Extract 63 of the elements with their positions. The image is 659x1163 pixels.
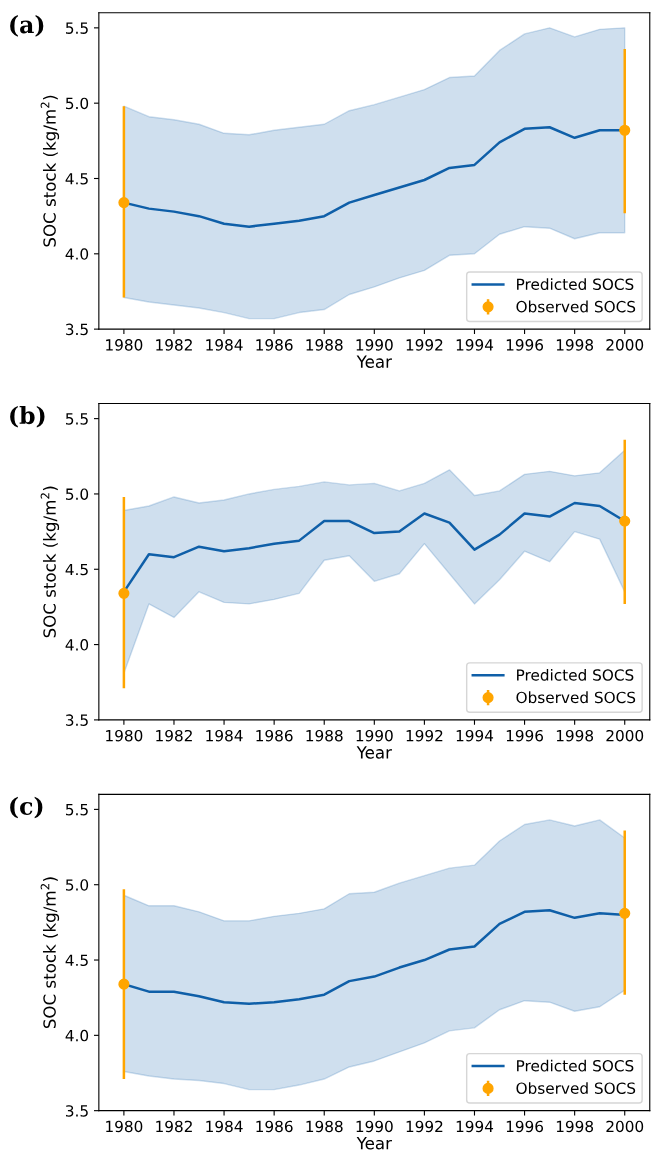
y-tick-label: 5.5 xyxy=(66,804,88,816)
x-tick-label: 1992 xyxy=(406,1120,443,1133)
x-axis-title: Year xyxy=(356,1137,392,1150)
x-tick-label: 1980 xyxy=(106,1120,143,1133)
x-tick-label: 1980 xyxy=(106,339,143,351)
x-axis-title: Year xyxy=(356,355,392,368)
x-tick-label: 1984 xyxy=(206,339,243,351)
legend-label: Predicted SOCS xyxy=(517,278,634,290)
legend-label: Observed SOCS xyxy=(516,1082,636,1094)
x-tick-label: 1994 xyxy=(456,339,494,351)
y-tick-label: 4.5 xyxy=(65,954,88,967)
y-tick-label: 5.0 xyxy=(66,879,89,891)
x-tick-label: 1998 xyxy=(556,339,594,351)
x-tick-label: 1986 xyxy=(256,1120,293,1133)
x-tick-label: 1986 xyxy=(256,729,293,742)
chart-title: (a) xyxy=(10,15,44,37)
y-tick-label: 4.0 xyxy=(65,639,89,651)
x-tick-label: 1988 xyxy=(306,729,343,742)
x-tick-label: 1998 xyxy=(556,729,594,742)
x-tick-label: 1994 xyxy=(456,729,494,742)
y-tick-label: 4.5 xyxy=(65,563,88,576)
x-tick-label: 1996 xyxy=(506,1120,544,1133)
x-tick-label: 1988 xyxy=(306,1120,343,1133)
x-tick-label: 1992 xyxy=(406,339,443,351)
x-tick-label: 1980 xyxy=(106,729,143,742)
x-tick-label: 1996 xyxy=(506,339,544,351)
y-tick-label: 5.0 xyxy=(66,97,89,110)
y-axis-title: SOC stock (kg/m$^{2}$) xyxy=(40,877,60,1029)
y-tick-label: 5.5 xyxy=(66,22,88,34)
x-tick-label: 2000 xyxy=(606,1120,644,1133)
x-tick-label: 1984 xyxy=(206,729,243,742)
x-tick-label: 1996 xyxy=(506,729,544,742)
x-tick-label: 1988 xyxy=(306,339,343,351)
x-tick-label: 1998 xyxy=(556,1120,594,1133)
y-tick-label: 3.5 xyxy=(66,1105,88,1117)
y-tick-label: 5.0 xyxy=(66,488,89,500)
x-tick-label: 1982 xyxy=(156,729,192,742)
y-tick-label: 3.5 xyxy=(66,714,88,726)
y-tick-label: 5.5 xyxy=(66,413,88,425)
legend-label: Predicted SOCS xyxy=(517,668,634,681)
x-tick-label: 1990 xyxy=(356,1120,393,1133)
legend-label: Observed SOCS xyxy=(516,691,636,704)
x-tick-label: 1994 xyxy=(456,1120,494,1133)
x-tick-label: 1992 xyxy=(406,729,443,742)
x-tick-label: 2000 xyxy=(606,729,644,742)
y-axis-title: SOC stock (kg/m$^{2}$) xyxy=(40,95,60,247)
legend-label: Predicted SOCS xyxy=(517,1059,634,1072)
x-tick-label: 1990 xyxy=(356,339,393,351)
x-tick-label: 1986 xyxy=(256,339,293,351)
y-tick-label: 3.5 xyxy=(66,323,88,336)
legend-label: Observed SOCS xyxy=(516,300,636,313)
y-axis-title: SOC stock (kg/m$^{2}$) xyxy=(40,486,60,638)
chart-title: (c) xyxy=(10,796,43,819)
x-tick-label: 1984 xyxy=(206,1120,243,1133)
y-tick-label: 4.0 xyxy=(65,248,89,260)
x-tick-label: 1990 xyxy=(356,729,393,742)
x-tick-label: 2000 xyxy=(606,339,644,351)
x-tick-label: 1982 xyxy=(156,1120,192,1133)
y-tick-label: 4.0 xyxy=(65,1029,89,1042)
x-axis-title: Year xyxy=(356,746,392,759)
y-tick-label: 4.5 xyxy=(65,173,88,185)
chart-title: (b) xyxy=(10,405,45,428)
x-tick-label: 1982 xyxy=(156,339,192,351)
